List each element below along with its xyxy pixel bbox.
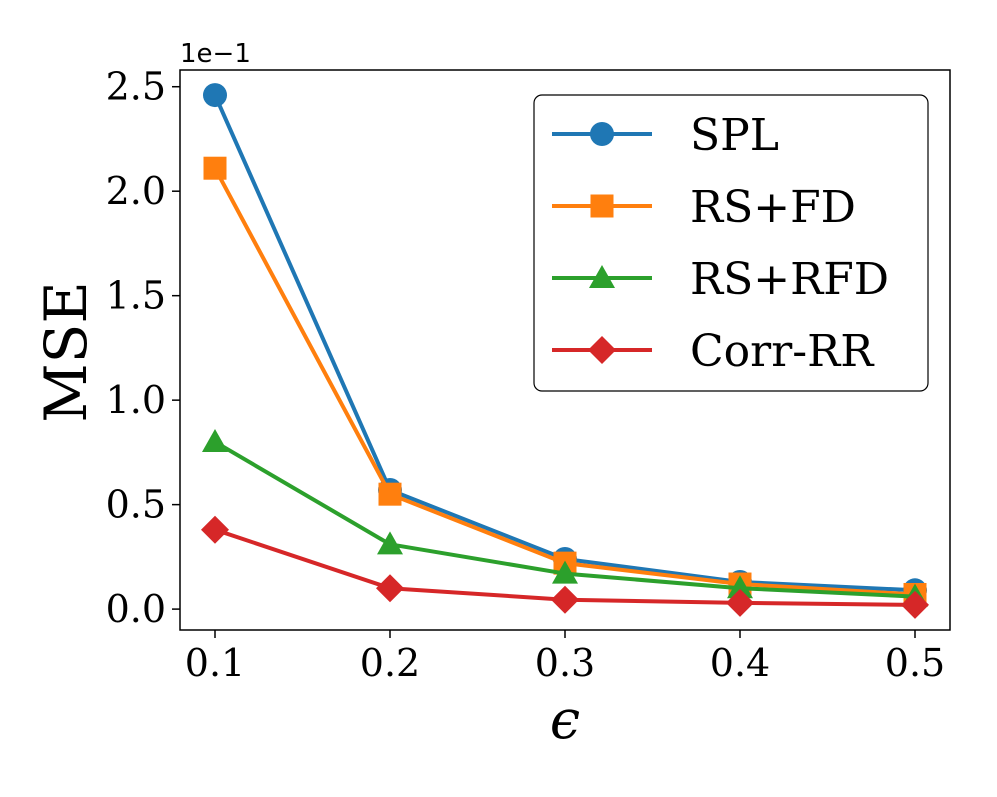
data-point-corr-rr <box>376 574 404 603</box>
x-axis-ticks: 0.1 0.2 0.3 0.4 0.5 <box>185 630 945 685</box>
legend-item-spl: SPL <box>552 110 779 161</box>
data-point-rs-fd <box>203 156 227 180</box>
data-point-spl <box>203 83 227 108</box>
legend-marker <box>590 194 614 218</box>
legend-label: RS+FD <box>690 182 856 233</box>
y-tick-label: 0.0 <box>106 587 166 631</box>
legend-label: RS+RFD <box>690 254 889 305</box>
legend-label: Corr-RR <box>690 326 875 377</box>
data-point-corr-rr <box>901 590 929 619</box>
legend-box <box>533 94 929 392</box>
x-tick-label: 0.2 <box>360 641 420 685</box>
y-tick-label: 2.5 <box>106 65 166 109</box>
data-point-corr-rr <box>726 588 754 617</box>
y-axis-offset-label: 1e−1 <box>180 39 251 69</box>
data-point-rs-rfd <box>202 428 228 452</box>
data-point-rs-rfd <box>377 531 403 555</box>
y-tick-label: 1.0 <box>106 378 166 422</box>
data-point-rs-rfd <box>552 560 578 584</box>
legend-label: SPL <box>690 110 779 161</box>
data-point-corr-rr <box>201 515 229 544</box>
legend-marker <box>590 122 614 146</box>
data-point-corr-rr <box>551 585 579 614</box>
data-point-rs-fd <box>378 482 402 506</box>
x-axis-title: ϵ <box>550 688 580 751</box>
legend-item-rs-fd: RS+FD <box>552 182 856 233</box>
y-tick-label: 1.5 <box>106 274 166 318</box>
y-axis-ticks: 0.0 0.5 1.0 1.5 2.0 2.5 <box>106 65 180 631</box>
series-layer <box>201 83 929 619</box>
y-tick-label: 0.5 <box>106 483 166 527</box>
x-tick-label: 0.5 <box>885 641 945 685</box>
y-tick-label: 2.0 <box>106 169 166 213</box>
series-corr-rr <box>201 515 929 619</box>
legend-marker <box>588 336 616 364</box>
series-rs-rfd <box>202 428 928 607</box>
x-tick-label: 0.3 <box>535 641 595 685</box>
legend-item-rs-rfd: RS+RFD <box>552 254 889 305</box>
x-tick-label: 0.1 <box>185 641 245 685</box>
legend-marker <box>589 265 615 288</box>
x-tick-label: 0.4 <box>710 641 770 685</box>
data-point-rs-rfd <box>727 575 753 599</box>
legend-item-corr-rr: Corr-RR <box>552 326 875 377</box>
legend: SPL RS+FD RS+RFD Corr-RR <box>533 94 929 392</box>
y-axis-title: MSE <box>32 281 100 422</box>
